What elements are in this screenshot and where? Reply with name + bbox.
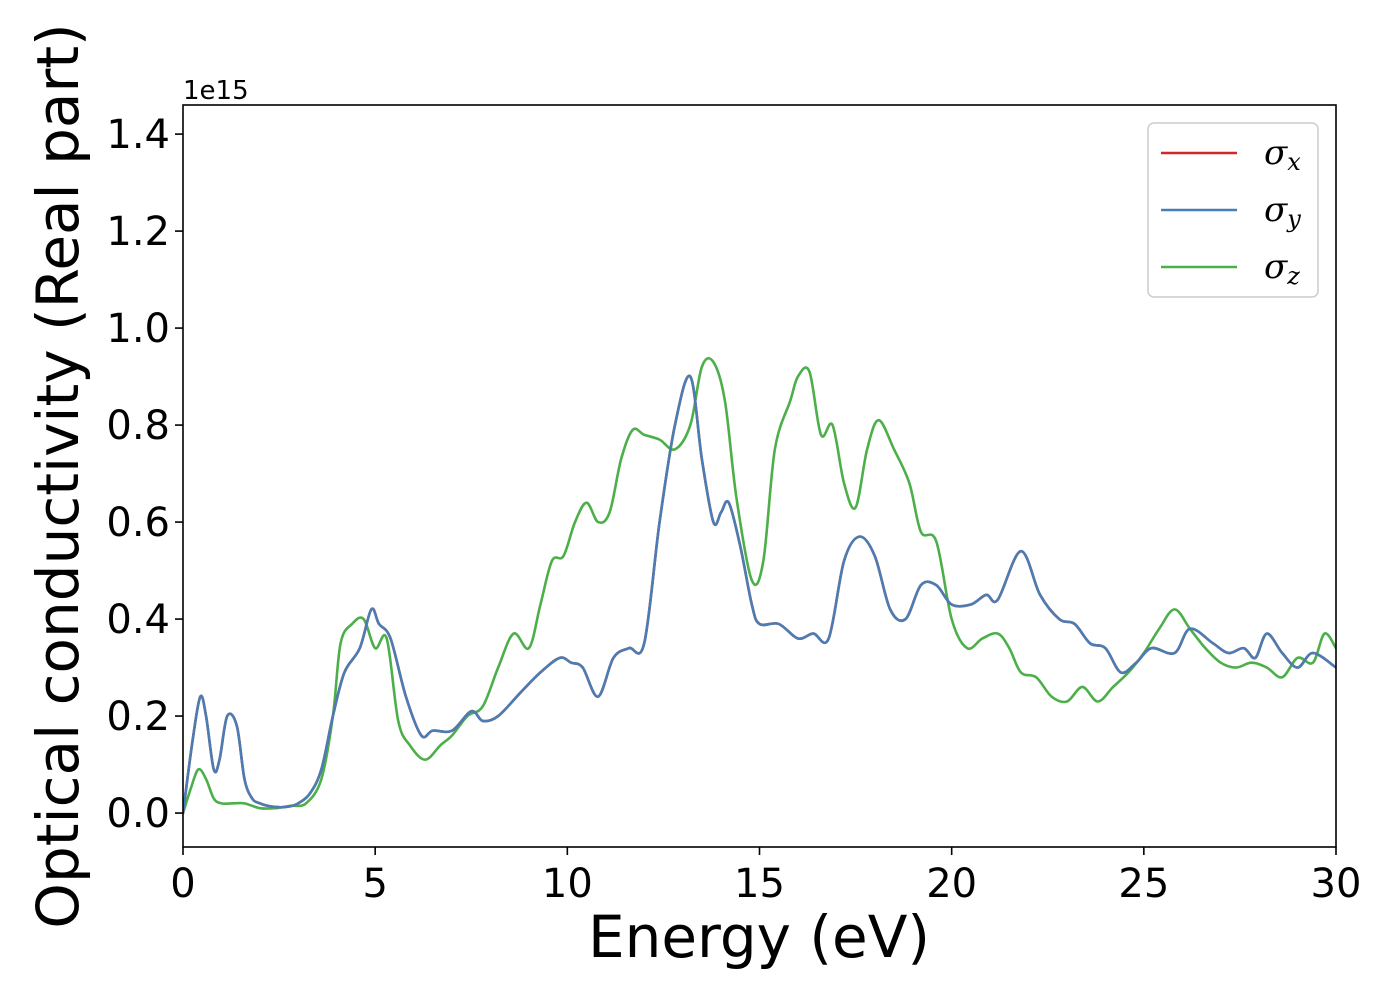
series-layer	[183, 357, 1336, 815]
y-tick-label: 0.2	[106, 694, 170, 740]
y-tick-label: 0.0	[106, 791, 170, 837]
legend: σx σy σz	[1147, 122, 1319, 298]
x-axis-title: Energy (eV)	[588, 903, 930, 971]
y-tick-label: 1.4	[106, 112, 170, 158]
x-tick-label: 5	[362, 861, 387, 907]
x-tick-label: 10	[542, 861, 593, 907]
series-line-sigma-z	[183, 357, 1336, 815]
series-line-sigma-x	[183, 374, 1336, 815]
y-axis-title: Optical conductivity (Real part)	[24, 23, 92, 928]
legend-label-sigma-z: σz	[1264, 247, 1300, 290]
x-tick-label: 15	[734, 861, 785, 907]
legend-label-sigma-y: σy	[1264, 190, 1301, 233]
legend-entries: σx σy σz	[1161, 133, 1301, 290]
y-offset-label: 1e15	[183, 76, 249, 106]
y-tick-label: 0.8	[106, 403, 170, 449]
y-tick-label: 1.2	[106, 209, 170, 255]
x-tick-label: 25	[1118, 861, 1169, 907]
y-tick-label: 0.6	[106, 500, 170, 546]
series-line-sigma-y	[183, 374, 1336, 815]
x-tick-label: 30	[1311, 861, 1362, 907]
x-axis: 0 5 10 15 20 25 30	[170, 847, 1361, 907]
y-tick-label: 1.0	[106, 306, 170, 352]
x-tick-label: 0	[170, 861, 195, 907]
legend-label-sigma-x: σx	[1264, 133, 1301, 176]
y-axis: 0.0 0.2 0.4 0.6 0.8 1.0 1.2 1.4	[106, 112, 183, 837]
y-tick-label: 0.4	[106, 597, 170, 643]
x-tick-label: 20	[926, 861, 977, 907]
